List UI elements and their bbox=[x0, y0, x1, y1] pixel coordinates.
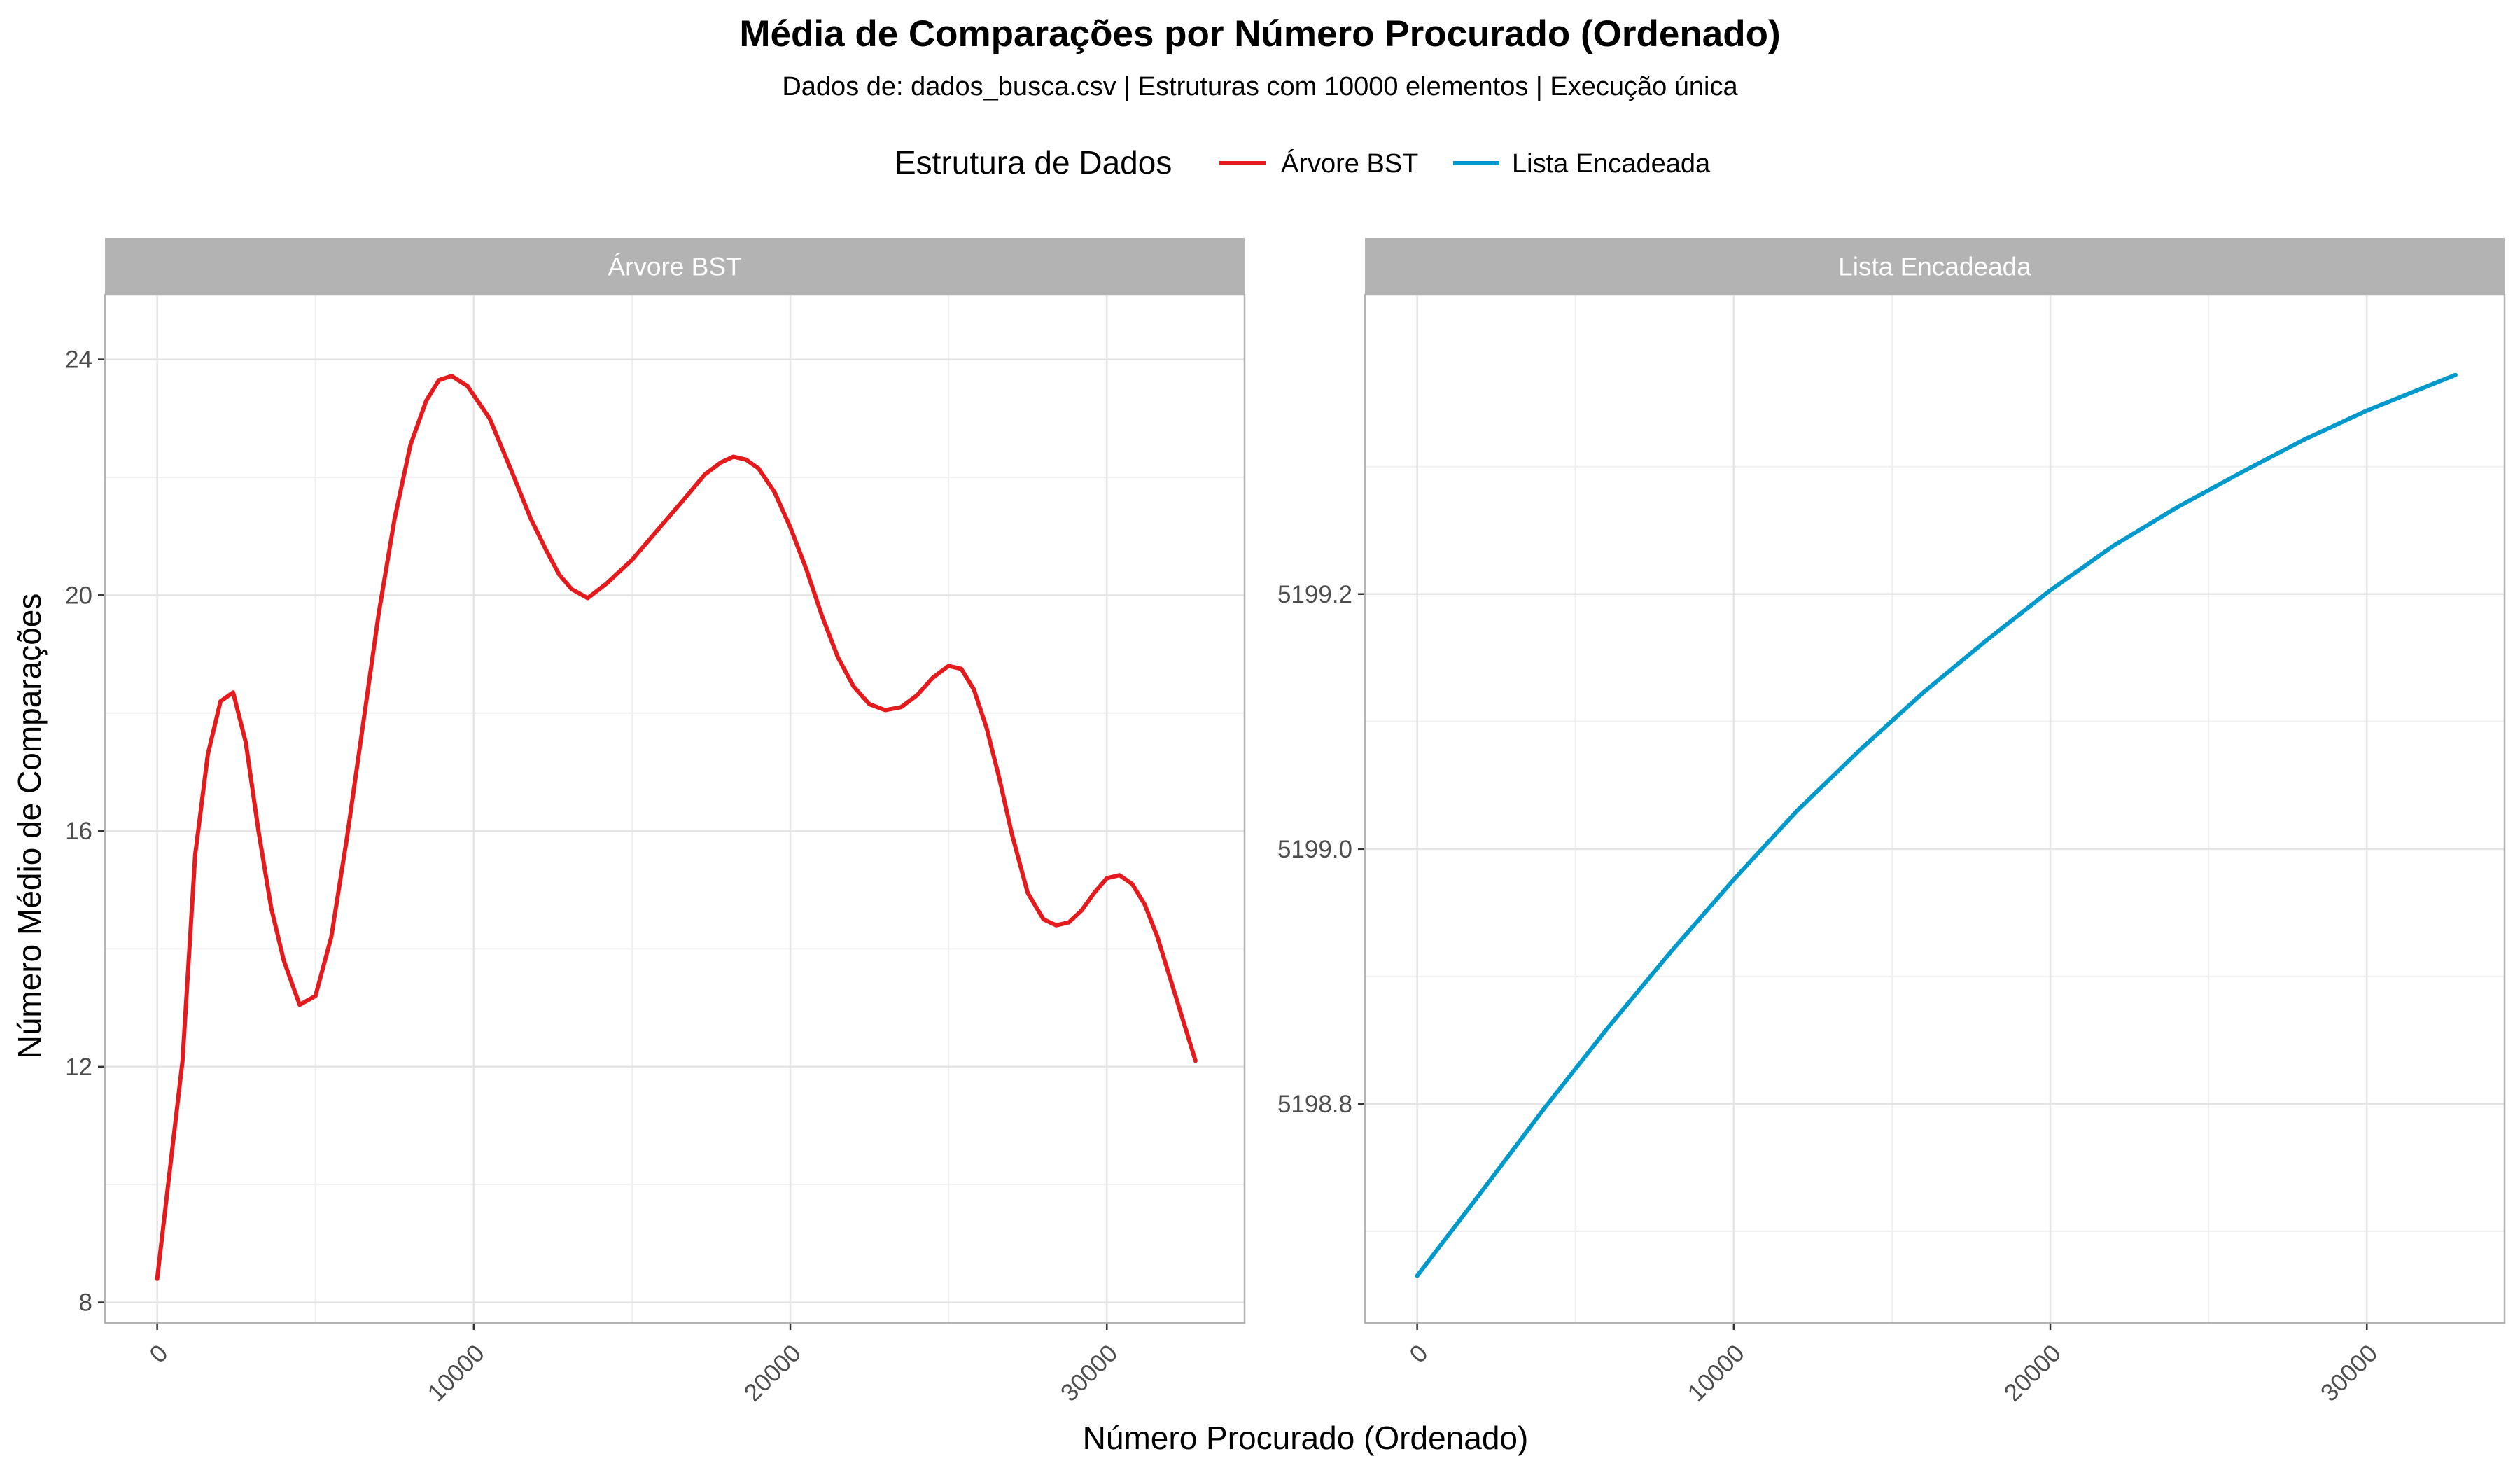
panel-arvore-bst: Árvore BST 0 10000 20000 30000 8 12 16 20 24 bbox=[65, 238, 1246, 1407]
y-tick-label: 16 bbox=[65, 818, 92, 845]
x-tick-label: 30000 bbox=[2316, 1339, 2383, 1406]
x-axis-title: Número Procurado (Ordenado) bbox=[1083, 1420, 1529, 1456]
y-tick-label: 24 bbox=[65, 346, 92, 374]
facet-strip-label: Lista Encadeada bbox=[1838, 253, 2031, 281]
y-tick-label: 12 bbox=[65, 1054, 92, 1081]
chart-title: Média de Comparações por Número Procurad… bbox=[739, 13, 1780, 55]
y-tick-label: 8 bbox=[79, 1289, 92, 1317]
legend-label-arvore-bst: Árvore BST bbox=[1281, 148, 1418, 178]
series-line bbox=[155, 374, 1198, 1281]
x-tick-label: 10000 bbox=[1682, 1339, 1749, 1406]
x-tick-label: 20000 bbox=[1999, 1339, 2066, 1406]
panel-border bbox=[104, 293, 1246, 1324]
x-tick-label: 10000 bbox=[422, 1339, 489, 1406]
x-tick-label: 30000 bbox=[1056, 1339, 1123, 1406]
panel-border bbox=[1364, 293, 2506, 1324]
y-axis-title: Número Médio de Comparações bbox=[11, 594, 48, 1059]
facet-strip bbox=[105, 238, 1245, 295]
plot-background bbox=[1365, 295, 2505, 1323]
legend-title: Estrutura de Dados bbox=[895, 144, 1172, 181]
facet-strip bbox=[1365, 238, 2505, 295]
x-tick-label: 0 bbox=[144, 1339, 173, 1368]
chart-subtitle: Dados de: dados_busca.csv | Estruturas c… bbox=[782, 72, 1738, 102]
series-line bbox=[1415, 372, 2458, 1278]
legend-label-lista-encadeada: Lista Encadeada bbox=[1512, 149, 1711, 178]
legend: Estrutura de Dados Árvore BST Lista Enca… bbox=[895, 144, 1711, 181]
x-tick-label: 0 bbox=[1404, 1339, 1433, 1368]
x-tick-label: 20000 bbox=[739, 1339, 806, 1406]
y-tick-label: 5199.2 bbox=[1278, 581, 1352, 608]
panel-lista-encadeada: Lista Encadeada 0 10000 20000 30000 5198.8 519… bbox=[1278, 238, 2506, 1407]
y-tick-label: 20 bbox=[65, 582, 92, 609]
y-tick-label: 5199.0 bbox=[1278, 836, 1352, 863]
facet-strip-label: Árvore BST bbox=[608, 253, 741, 281]
y-tick-label: 5198.8 bbox=[1278, 1091, 1352, 1118]
plot-background bbox=[105, 295, 1245, 1323]
